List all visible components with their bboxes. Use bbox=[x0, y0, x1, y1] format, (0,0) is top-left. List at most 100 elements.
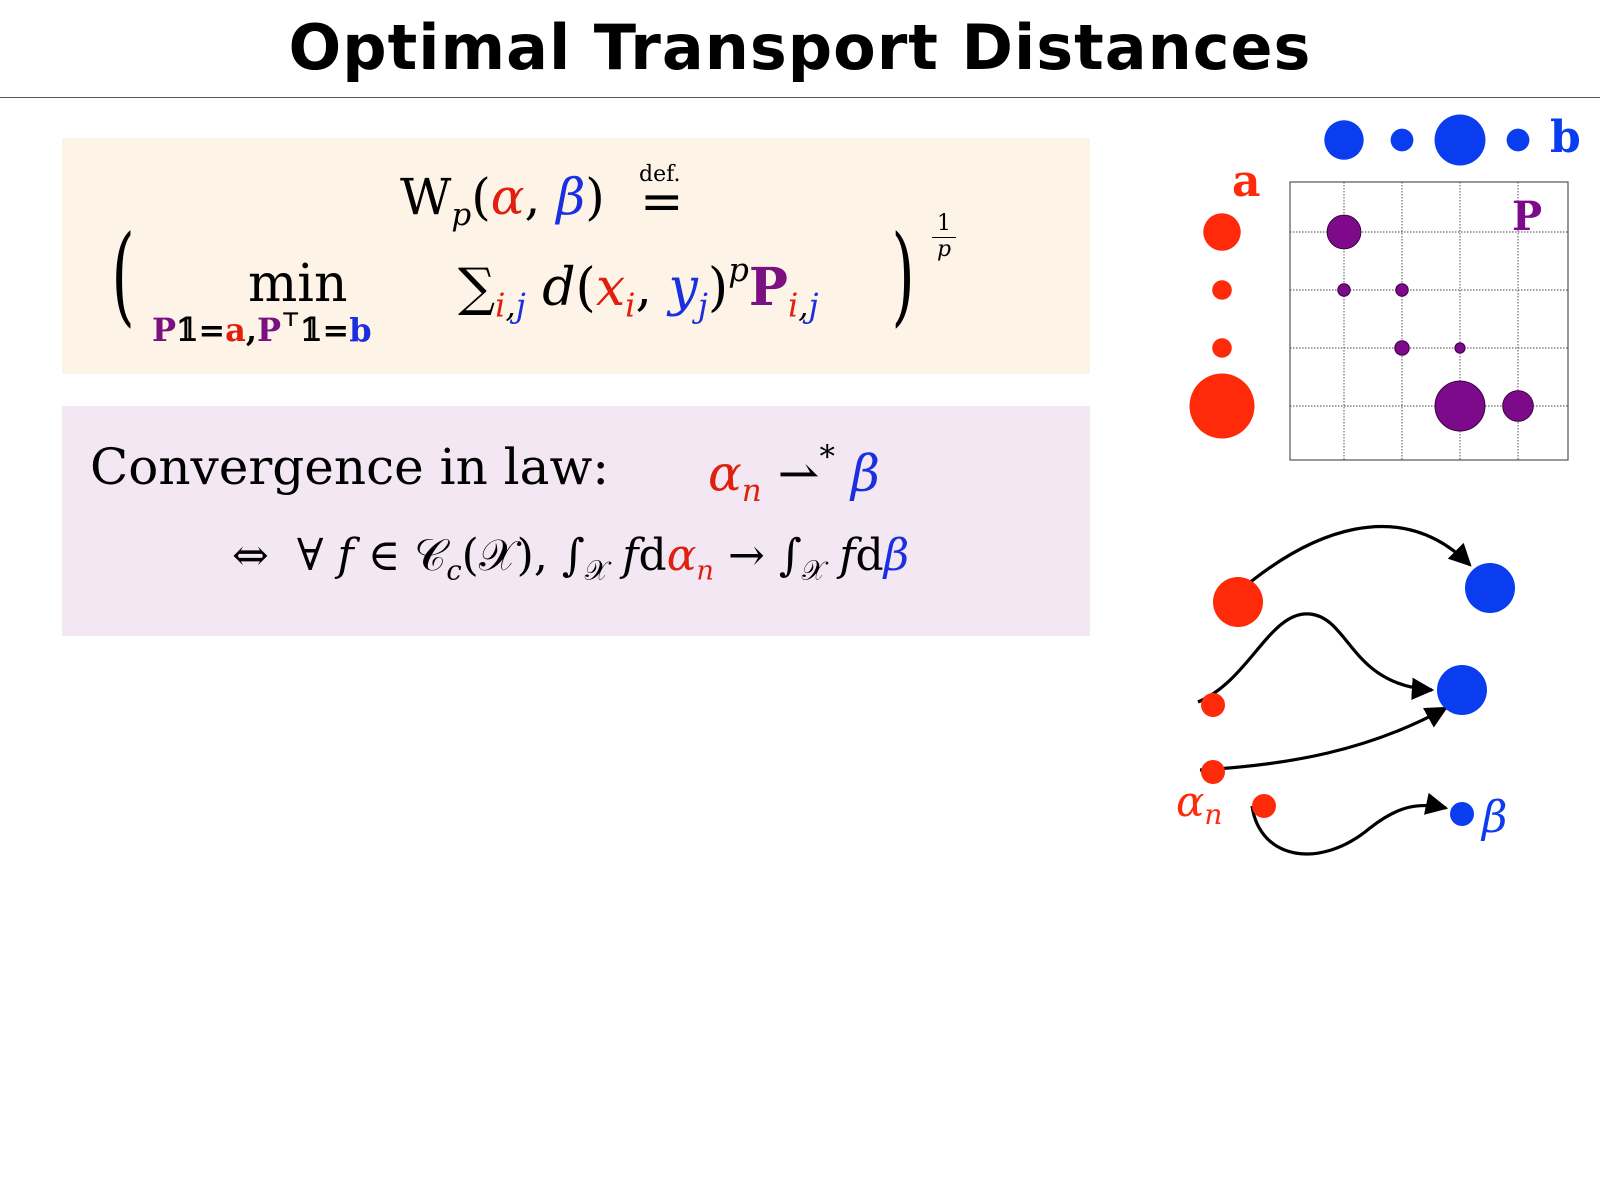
b-weight-dot-3 bbox=[1434, 114, 1486, 166]
limit-arrow: → bbox=[727, 530, 765, 581]
definition-box: Wp(α, β) def. = ( ) min P𝟙=a,P⊤𝟙=b ∑i,j … bbox=[62, 138, 1090, 374]
constraint-comma: , bbox=[245, 310, 258, 349]
integral-alpha-sub: n bbox=[696, 555, 714, 587]
coupling-index: i,j bbox=[788, 286, 819, 324]
lhs-alpha: α bbox=[490, 168, 525, 226]
distance-x: x bbox=[595, 258, 626, 319]
transport-arrow-4 bbox=[1250, 792, 1449, 856]
slide-title: Optimal Transport Distances bbox=[288, 11, 1312, 84]
lhs-comma: , bbox=[524, 168, 541, 226]
constraint-a: a bbox=[225, 310, 246, 349]
constraint-one2: 𝟙 bbox=[300, 310, 323, 349]
test-function: f bbox=[337, 530, 354, 581]
wasserstein-lhs: Wp(α, β) bbox=[400, 172, 605, 231]
integrand-1: f bbox=[622, 530, 639, 581]
integral-1: ∫ bbox=[561, 530, 585, 581]
weak-arrow: ⇀ bbox=[777, 444, 820, 503]
constraint-p2: P bbox=[257, 310, 282, 349]
coupling-matrix-figure: a b P bbox=[1189, 112, 1581, 461]
sum-index: i,j bbox=[495, 286, 526, 324]
distance-y: y bbox=[668, 258, 698, 319]
matrix-frame bbox=[1289, 181, 1569, 461]
distance-rpar: ) bbox=[707, 258, 729, 319]
transport-arrow-1 bbox=[1234, 524, 1472, 596]
defeq-label: def. bbox=[639, 162, 681, 187]
label-a: a bbox=[1232, 156, 1261, 207]
summand: ∑i,j d(xi, yj)pPi,j bbox=[458, 254, 819, 322]
distance-comma: , bbox=[635, 258, 652, 319]
constraint-eq1: = bbox=[198, 310, 226, 349]
weak-star: * bbox=[819, 439, 836, 475]
constraint-b: b bbox=[349, 310, 372, 349]
constraint-transpose: ⊤ bbox=[281, 307, 301, 331]
in-symbol: ∈ bbox=[367, 530, 401, 581]
coupling-dot-r3-c3 bbox=[1454, 342, 1466, 354]
integral-1-domain: 𝒳 bbox=[584, 555, 609, 587]
transport-arrow-2 bbox=[1197, 612, 1435, 704]
lhs-beta: β bbox=[556, 168, 586, 226]
integral-2: ∫ bbox=[778, 530, 802, 581]
convergence-figure: αn β bbox=[1176, 524, 1515, 856]
a-weight-dot-3 bbox=[1212, 338, 1232, 358]
b-weight-dot-1 bbox=[1324, 120, 1364, 160]
a-weight-dot-4 bbox=[1189, 373, 1255, 439]
coupling-j: j bbox=[808, 286, 819, 325]
distance-y-sub: j bbox=[697, 286, 708, 325]
coupling-dot-r4-c4 bbox=[1502, 390, 1534, 422]
coupling-dot-r2-c1 bbox=[1337, 283, 1351, 297]
target-mass-1 bbox=[1465, 563, 1515, 613]
weak-convergence: αn ⇀* β bbox=[708, 442, 880, 507]
forall-symbol: ∀ bbox=[296, 530, 324, 581]
source-mass-3 bbox=[1201, 760, 1225, 784]
constraint-eq2: = bbox=[322, 310, 350, 349]
label-b: b bbox=[1550, 112, 1581, 163]
conv-alpha: α bbox=[708, 444, 742, 503]
conv-beta: β bbox=[850, 444, 880, 503]
a-weight-dot-2 bbox=[1212, 280, 1232, 300]
coupling-dot-r2-c2 bbox=[1395, 283, 1409, 297]
distance-lpar: ( bbox=[575, 258, 596, 319]
alpha-n-symbol: α bbox=[1176, 777, 1204, 826]
alpha-n-subscript: n bbox=[1204, 798, 1222, 831]
coupling-i: i bbox=[787, 286, 799, 325]
coupling-dots bbox=[1189, 114, 1534, 439]
integrand-2: f bbox=[839, 530, 856, 581]
big-open-paren: ( bbox=[111, 213, 135, 338]
constraint: P𝟙=a,P⊤𝟙=b bbox=[152, 307, 372, 349]
distance-power: p bbox=[728, 251, 749, 289]
sum-i: i bbox=[495, 286, 506, 325]
source-mass-1 bbox=[1213, 577, 1263, 627]
integral-alpha: α bbox=[666, 530, 697, 581]
distance-d: d bbox=[542, 258, 576, 319]
label-beta: β bbox=[1480, 792, 1507, 843]
coupling-dot-r1-c1 bbox=[1326, 214, 1362, 250]
iff-symbol: ⇔ bbox=[232, 530, 269, 581]
defeq-sign: = bbox=[640, 172, 684, 232]
target-mass-2 bbox=[1437, 665, 1487, 715]
constraint-one1: 𝟙 bbox=[176, 310, 199, 349]
title-divider bbox=[0, 97, 1600, 98]
source-mass-2 bbox=[1201, 693, 1225, 717]
b-weight-dot-4 bbox=[1506, 128, 1530, 152]
exponent-denominator: p bbox=[936, 237, 952, 263]
transport-arrow-3 bbox=[1199, 706, 1448, 772]
space-open: ( bbox=[461, 530, 479, 581]
measure-d-2: d bbox=[855, 530, 884, 581]
integral-2-domain: 𝒳 bbox=[801, 555, 826, 587]
sum-j: j bbox=[515, 286, 526, 325]
integral-characterization: ⇔ ∀ f ∈ 𝒞c(𝒳), ∫𝒳 fdαn → ∫𝒳 fdβ bbox=[232, 534, 909, 585]
space-X: 𝒳 bbox=[478, 530, 517, 581]
sum-symbol: ∑ bbox=[458, 258, 496, 319]
lhs-close-paren: ) bbox=[585, 168, 605, 226]
constraint-p1: P bbox=[152, 310, 177, 349]
big-close-paren: ) bbox=[891, 213, 915, 338]
lhs-open-paren: ( bbox=[471, 168, 491, 226]
a-weight-dot-1 bbox=[1203, 213, 1241, 251]
source-mass-4 bbox=[1252, 794, 1276, 818]
measure-d-1: d bbox=[638, 530, 667, 581]
space-close: ), bbox=[516, 530, 548, 581]
conv-alpha-sub: n bbox=[741, 473, 762, 510]
coupling-dot-r4-c3 bbox=[1434, 380, 1486, 432]
sum-comma: , bbox=[505, 286, 516, 325]
convergence-label: Convergence in law: bbox=[90, 438, 610, 496]
